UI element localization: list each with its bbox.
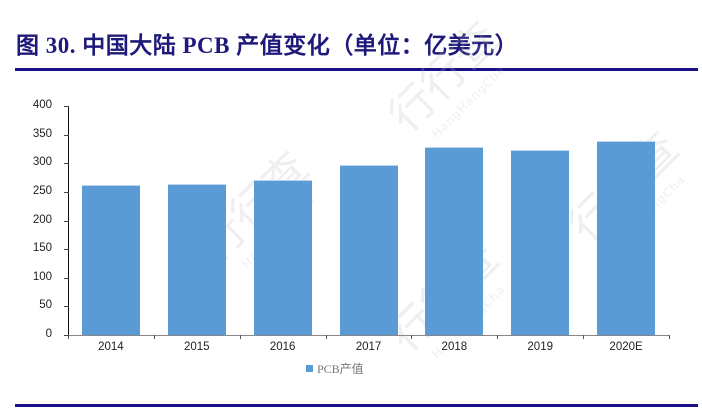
y-tick [64,277,69,279]
bottom-divider [15,404,698,407]
bar-2019 [511,149,570,335]
bar-2020E [597,141,656,335]
x-tick [153,335,155,339]
y-tick-label: 300 [32,156,52,169]
y-tick [64,134,69,136]
legend-swatch [306,365,313,372]
y-tick [64,249,69,251]
y-tick-label: 400 [32,99,52,111]
y-tick-label: 350 [32,127,52,140]
y-tick [64,106,69,107]
x-tick-label: 2020E [609,341,643,353]
x-tick-label: 2018 [441,341,468,353]
y-tick [64,306,69,308]
x-tick-label: 2016 [269,341,296,353]
bar-2014 [81,185,140,335]
x-tick [583,335,585,339]
x-tick-label: 2019 [527,341,553,353]
x-axis [68,335,669,336]
x-tick-label: 2017 [355,341,382,353]
x-tick [325,335,327,339]
x-tick-label: 2014 [98,341,124,353]
bar-2018 [425,147,484,335]
x-tick [669,335,670,339]
y-tick [64,163,69,165]
bar-2015 [167,184,226,335]
y-tick-label: 0 [45,328,52,340]
chart-legend: PCB产值 [306,360,364,377]
y-tick-label: 250 [32,184,52,197]
y-tick [64,335,69,336]
bar-2017 [339,164,398,335]
y-tick-label: 150 [32,242,52,255]
title-divider [15,68,698,71]
x-tick-label: 2015 [183,341,210,353]
x-tick [68,335,69,339]
y-tick [64,191,69,193]
y-tick [64,220,69,222]
y-tick-label: 50 [39,299,52,312]
y-tick-label: 200 [32,213,52,226]
x-tick [497,335,499,339]
bar-2016 [253,179,312,335]
x-tick [411,335,413,339]
x-tick [239,335,241,339]
legend-label: PCB产值 [317,362,364,376]
figure-title: 图 30. 中国大陆 PCB 产值变化（单位：亿美元） [16,33,519,58]
y-tick-label: 100 [32,270,52,283]
